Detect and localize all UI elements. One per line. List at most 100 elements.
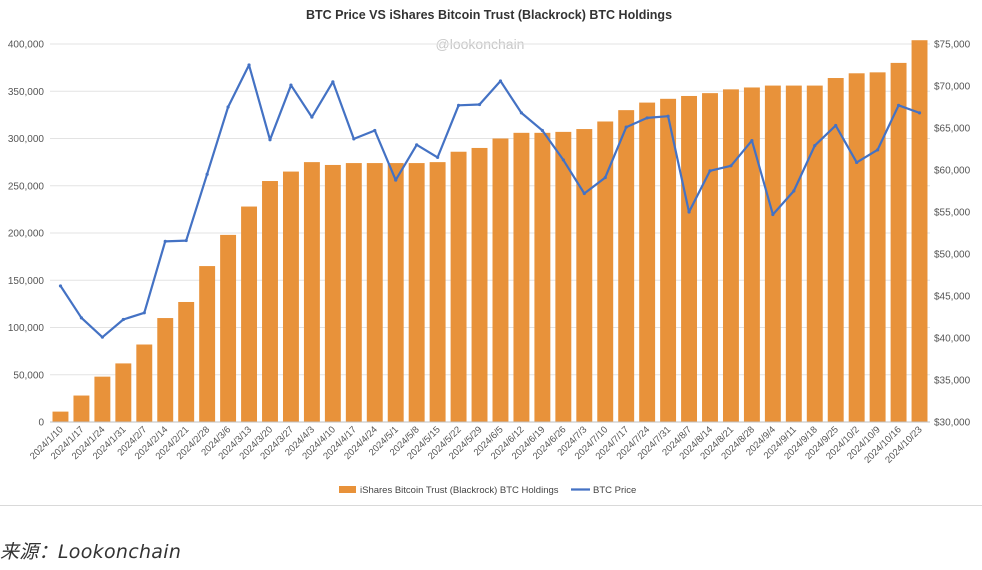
y-left-tick-label: 0 bbox=[38, 418, 44, 429]
holdings-bar bbox=[764, 85, 781, 422]
btc-price-point bbox=[436, 155, 440, 159]
holdings-bar bbox=[429, 162, 446, 422]
source-caption: 来源：Lookonchain bbox=[0, 541, 182, 563]
btc-price-point bbox=[687, 210, 691, 214]
btc-price-point bbox=[708, 169, 712, 173]
y-right-tick-label: $45,000 bbox=[934, 292, 971, 303]
btc-price-point bbox=[813, 144, 817, 148]
btc-price-point bbox=[750, 139, 754, 143]
legend-label-price: BTC Price bbox=[593, 485, 636, 496]
holdings-bar bbox=[220, 234, 237, 422]
btc-price-point bbox=[876, 148, 880, 152]
holdings-bar bbox=[911, 40, 928, 422]
holdings-bar bbox=[534, 132, 551, 422]
holdings-bar bbox=[157, 318, 174, 422]
holdings-bar bbox=[94, 376, 111, 422]
y-right-tick-label: $40,000 bbox=[934, 334, 971, 345]
y-right-tick-label: $75,000 bbox=[934, 40, 971, 51]
holdings-bar bbox=[241, 206, 258, 422]
holdings-bar bbox=[702, 93, 718, 422]
legend-swatch-holdings bbox=[339, 486, 356, 493]
btc-price-point bbox=[121, 317, 125, 322]
y-right-tick-label: $70,000 bbox=[934, 82, 971, 93]
holdings-bar bbox=[848, 73, 865, 423]
btc-price-point bbox=[163, 239, 167, 243]
btc-price-point bbox=[394, 178, 398, 182]
holdings-bar bbox=[639, 102, 656, 422]
btc-price-point bbox=[645, 116, 649, 120]
holdings-bar bbox=[492, 138, 509, 422]
holdings-bar bbox=[660, 98, 677, 422]
holdings-bar bbox=[136, 344, 153, 422]
holdings-bars bbox=[52, 40, 928, 423]
btc-price-point bbox=[58, 284, 63, 288]
btc-price-point bbox=[184, 238, 188, 243]
y-left-tick-label: 300,000 bbox=[8, 134, 45, 145]
btc-price-point bbox=[582, 191, 586, 196]
btc-price-point bbox=[331, 80, 335, 84]
btc-price-point bbox=[415, 143, 419, 147]
btc-price-point bbox=[352, 137, 356, 141]
btc-price-point bbox=[226, 105, 230, 109]
holdings-bar bbox=[618, 110, 635, 423]
btc-price-point bbox=[498, 79, 503, 83]
holdings-bar bbox=[555, 131, 572, 422]
holdings-bar bbox=[806, 85, 823, 422]
btc-price-point bbox=[456, 103, 461, 107]
holdings-bar bbox=[199, 266, 216, 422]
holdings-bar bbox=[597, 121, 614, 423]
btc-price-point bbox=[666, 114, 670, 118]
holdings-bar bbox=[262, 181, 278, 422]
holdings-bar bbox=[345, 163, 362, 422]
legend: iShares Bitcoin Trust (Blackrock) BTC Ho… bbox=[339, 485, 636, 496]
chart-title: BTC Price VS iShares Bitcoin Trust (Blac… bbox=[306, 8, 672, 22]
holdings-bar bbox=[387, 163, 404, 422]
holdings-bar bbox=[743, 87, 760, 422]
price-line-layer bbox=[58, 63, 922, 339]
holdings-bar bbox=[681, 95, 698, 422]
btc-price-point bbox=[477, 102, 482, 107]
holdings-bar bbox=[324, 164, 341, 422]
btc-price-point bbox=[855, 160, 859, 165]
y-left-tick-label: 200,000 bbox=[8, 229, 45, 240]
btc-price-point bbox=[79, 316, 84, 320]
holdings-bar bbox=[178, 301, 195, 422]
btc-price-point bbox=[205, 172, 209, 176]
btc-price-point bbox=[100, 335, 104, 339]
y-right-tick-label: $65,000 bbox=[934, 124, 971, 135]
btc-price-point bbox=[519, 111, 524, 115]
y-right-tick-label: $55,000 bbox=[934, 208, 971, 219]
y-right-tick-label: $30,000 bbox=[934, 418, 971, 429]
legend-label-holdings: iShares Bitcoin Trust (Blackrock) BTC Ho… bbox=[360, 485, 559, 496]
btc-price-point bbox=[792, 189, 796, 193]
holdings-bar bbox=[450, 151, 467, 423]
y-left-tick-label: 100,000 bbox=[8, 323, 45, 334]
btc-price-point bbox=[834, 123, 838, 128]
chart-svg: BTC Price VS iShares Bitcoin Trust (Blac… bbox=[8, 8, 971, 496]
btc-price-point bbox=[603, 175, 607, 180]
holdings-bar bbox=[471, 147, 488, 422]
holdings-bar bbox=[73, 395, 90, 422]
holdings-bar bbox=[722, 89, 739, 423]
y-left-tick-label: 50,000 bbox=[13, 370, 44, 381]
btc-price-point bbox=[729, 164, 733, 168]
y-right-tick-label: $50,000 bbox=[934, 250, 971, 261]
btc-price-point bbox=[142, 311, 146, 315]
holdings-bar bbox=[576, 129, 593, 423]
btc-price-point bbox=[247, 63, 251, 67]
y-right-tick-label: $60,000 bbox=[934, 166, 971, 177]
holdings-bar bbox=[890, 62, 907, 423]
y-left-tick-label: 250,000 bbox=[8, 181, 45, 192]
btc-price-point bbox=[289, 83, 293, 87]
holdings-bar bbox=[869, 72, 886, 422]
holdings-bar bbox=[366, 163, 383, 422]
chart-frame: BTC Price VS iShares Bitcoin Trust (Blac… bbox=[0, 8, 982, 506]
btc-price-point bbox=[268, 138, 272, 142]
btc-price-point bbox=[896, 103, 901, 107]
holdings-bar bbox=[282, 171, 299, 422]
axes: 0 50,000 100,000 150,000 200,000 250,000 300,0… bbox=[8, 40, 971, 466]
btc-price-point bbox=[917, 111, 922, 115]
holdings-bar bbox=[513, 132, 530, 422]
holdings-bar bbox=[408, 163, 425, 422]
holdings-bar bbox=[785, 85, 802, 422]
